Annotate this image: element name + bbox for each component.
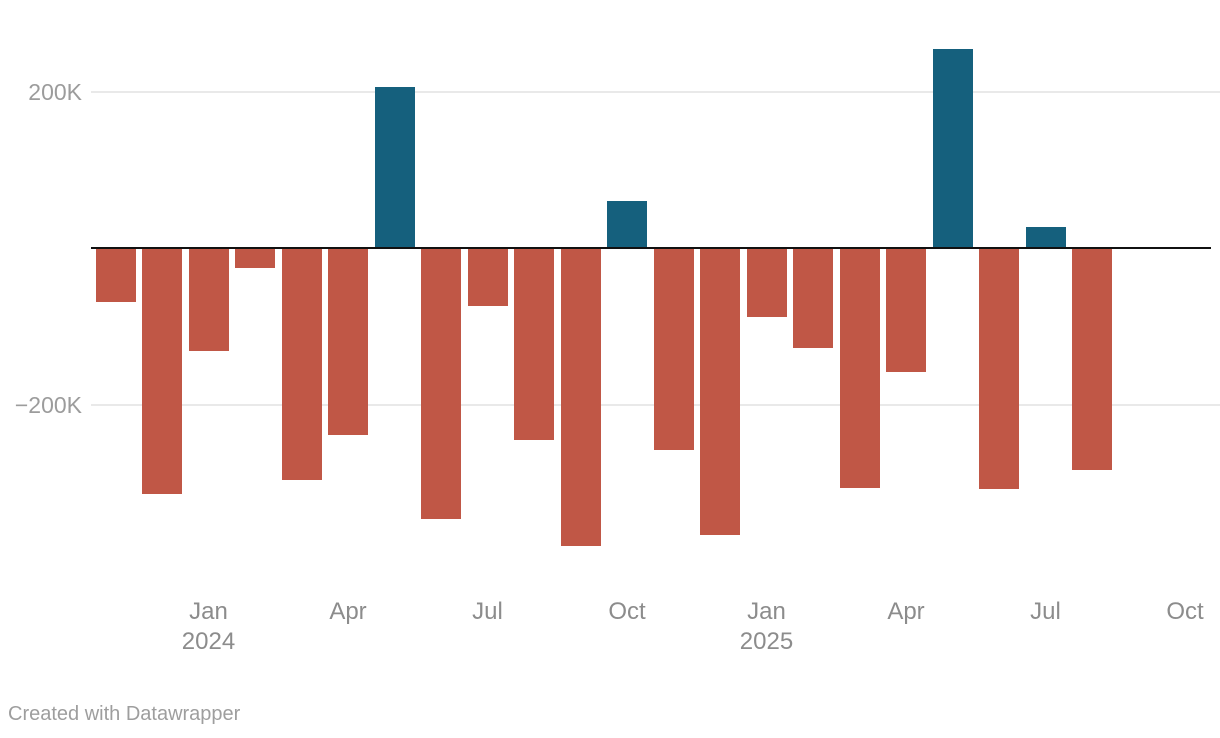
- bar-nov-2023: [95, 248, 136, 302]
- bar-feb-2024: [235, 248, 275, 269]
- x-tick-jan-2025: Jan 2025: [707, 597, 827, 657]
- x-tick-month-label: Jul: [1030, 598, 1061, 625]
- x-tick-month-label: Jul: [472, 598, 503, 625]
- bar-jun-2024: [421, 248, 461, 519]
- y-tick-label: 200K: [28, 78, 82, 105]
- bar-jul-2024: [467, 248, 508, 306]
- x-tick-apr: Apr: [846, 597, 966, 627]
- x-tick-month-label: Apr: [329, 598, 367, 625]
- x-tick-month-label: Jan: [747, 598, 786, 625]
- x-tick-jan-2024: Jan 2024: [149, 597, 269, 657]
- bar-dec-2023: [142, 248, 182, 494]
- bar-jan-2024: [188, 248, 229, 352]
- bar-sep-2024: [560, 248, 601, 547]
- x-tick-month-label: Oct: [608, 598, 646, 625]
- x-tick-year-label: 2024: [181, 628, 236, 655]
- x-tick-jul: Jul: [986, 597, 1106, 627]
- bar-apr-2025: [886, 248, 926, 373]
- bar-jul-2025: [1025, 226, 1066, 249]
- bar-nov-2024: [653, 248, 694, 450]
- zero-baseline: [91, 246, 1211, 249]
- x-tick-apr: Apr: [288, 597, 408, 627]
- bar-may-2025: [932, 48, 973, 249]
- bar-oct-2024: [607, 200, 647, 249]
- gridline-200K: [91, 90, 1220, 93]
- bar-jan-2025: [746, 248, 787, 317]
- bar-may-2024: [374, 86, 415, 249]
- bar-apr-2024: [328, 248, 368, 436]
- y-tick-label: −200K: [14, 392, 82, 419]
- x-tick-year-label: 2025: [739, 628, 794, 655]
- x-tick-month-label: Apr: [887, 598, 925, 625]
- bar-aug-2024: [514, 248, 554, 440]
- x-tick-month-label: Oct: [1166, 598, 1204, 625]
- datawrapper-attribution-link[interactable]: Created with Datawrapper: [8, 703, 241, 725]
- x-tick-month-label: Jan: [189, 598, 228, 625]
- bar-jun-2025: [979, 248, 1019, 490]
- x-tick-jul: Jul: [428, 597, 548, 627]
- bar-feb-2025: [793, 248, 833, 349]
- bar-mar-2025: [839, 248, 880, 488]
- x-tick-oct: Oct: [567, 597, 687, 627]
- bar-mar-2024: [281, 248, 322, 480]
- bar-dec-2024: [700, 248, 740, 536]
- bar-aug-2025: [1072, 248, 1112, 470]
- x-tick-oct: Oct: [1125, 597, 1220, 627]
